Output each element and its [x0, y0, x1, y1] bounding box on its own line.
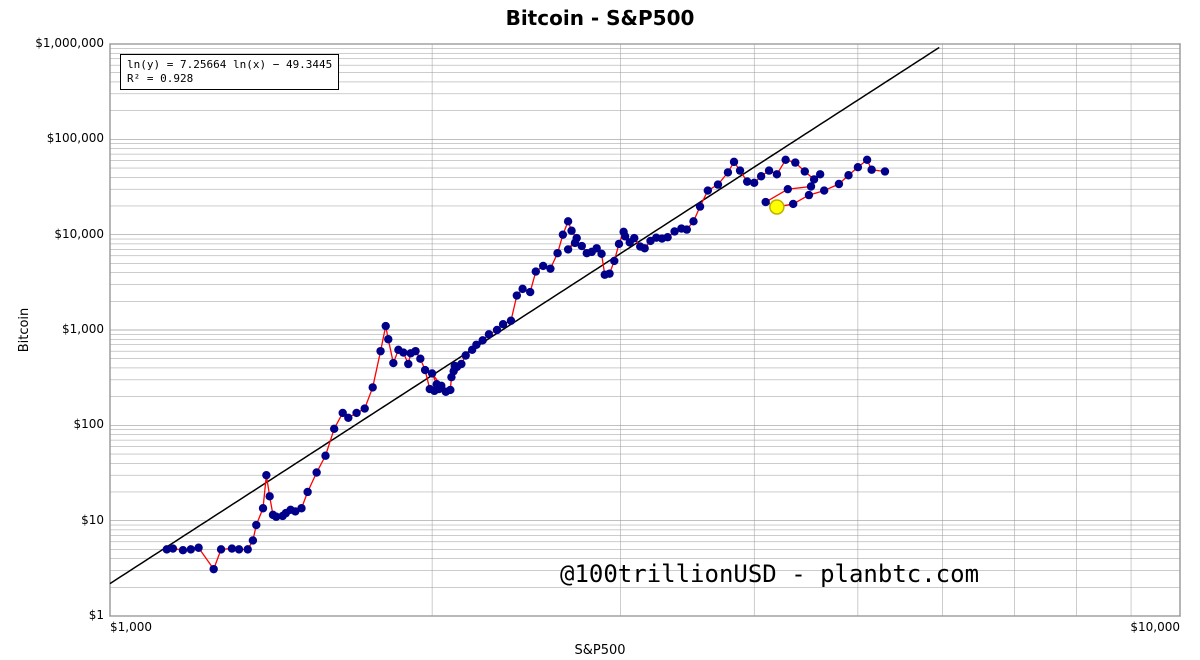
x-tick-label: $10,000 — [1130, 620, 1180, 634]
y-tick-label: $1,000,000 — [35, 36, 104, 50]
y-tick-label: $1 — [89, 608, 104, 622]
chart-container: Bitcoin - S&P500 Bitcoin ln(y) = 7.25664… — [0, 0, 1200, 660]
regression-formula: ln(y) = 7.25664 ln(x) − 49.3445 — [127, 58, 332, 72]
y-tick-label: $100,000 — [47, 131, 104, 145]
y-tick-label: $10,000 — [54, 227, 104, 241]
x-tick-label: $1,000 — [110, 620, 152, 634]
x-axis-label: S&P500 — [0, 643, 1200, 658]
regression-legend: ln(y) = 7.25664 ln(x) − 49.3445 R² = 0.9… — [120, 54, 339, 90]
y-tick-label: $100 — [73, 417, 104, 431]
watermark-text: @100trillionUSD - planbtc.com — [560, 560, 979, 588]
y-tick-label: $1,000 — [62, 322, 104, 336]
y-tick-label: $10 — [81, 513, 104, 527]
regression-r2: R² = 0.928 — [127, 72, 332, 86]
